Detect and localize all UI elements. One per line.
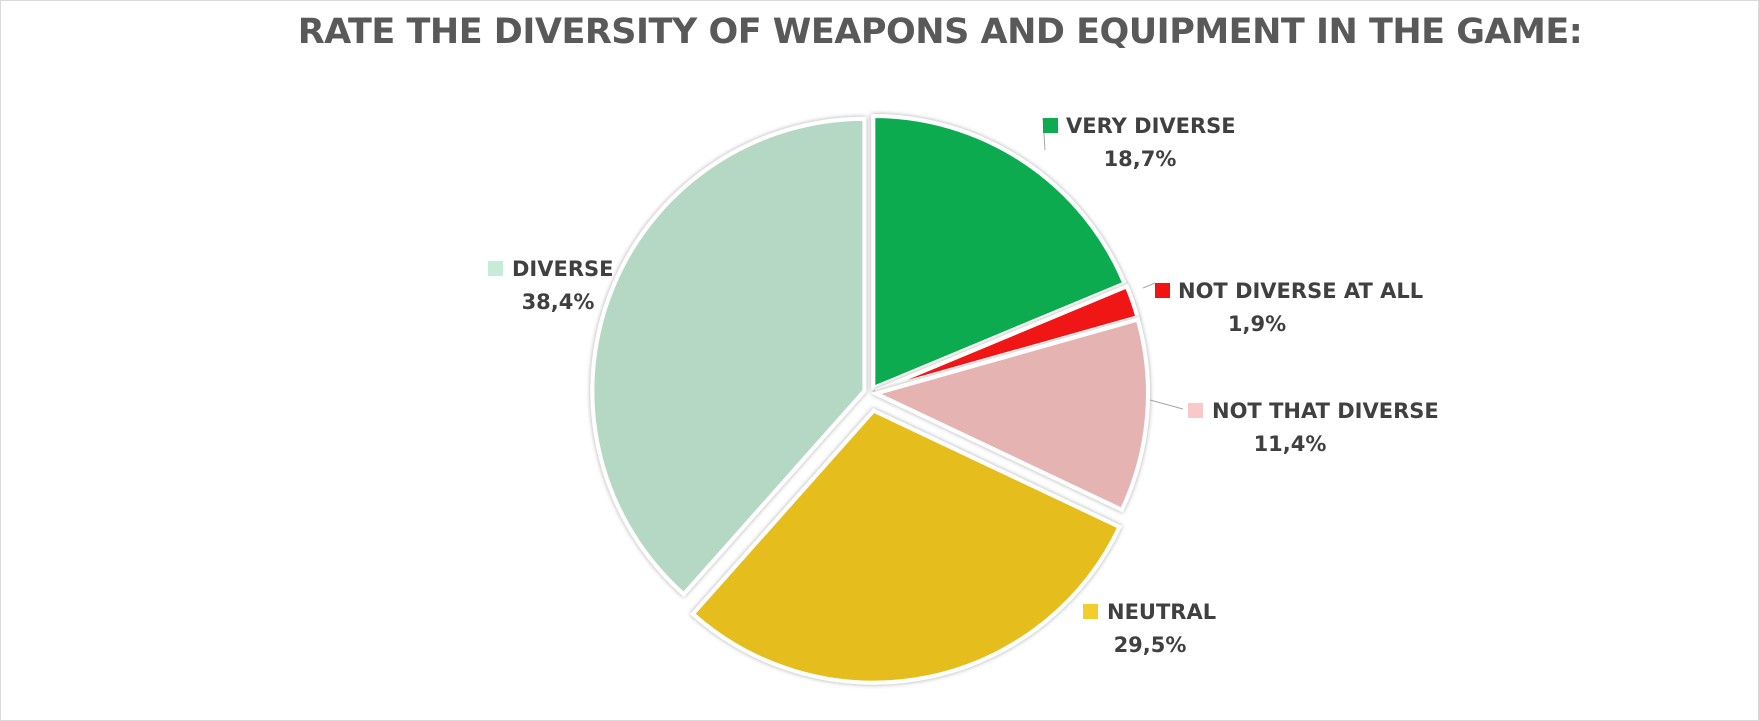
legend-swatch [1155,283,1170,298]
data-label-name: VERY DIVERSE [1066,114,1236,138]
legend-swatch [1188,403,1203,418]
pie-slice-diverse [590,116,867,598]
pie-slice-neutral [690,408,1123,685]
pie-slice-not-that-diverse [870,317,1150,513]
data-label-name: NEUTRAL [1107,600,1216,624]
data-label-name: NOT THAT DIVERSE [1212,399,1439,423]
pie-slice-not-diverse-at-all [874,283,1140,393]
legend-swatch [1043,118,1058,133]
leader-line [1142,282,1156,289]
pie-slice-very-diverse [871,114,1128,392]
data-label-value: 18,7% [1104,147,1177,171]
data-label-value: 1,9% [1228,312,1286,336]
data-label-value: 38,4% [522,290,595,314]
data-label-name: NOT DIVERSE AT ALL [1178,279,1423,303]
legend-swatch [1083,604,1098,619]
data-label-value: 11,4% [1254,432,1327,456]
chart-title: RATE THE DIVERSITY OF WEAPONS AND EQUIPM… [297,12,1583,52]
leader-line [1149,399,1184,410]
data-label-name: DIVERSE [512,257,613,281]
legend-swatch [488,261,503,276]
data-label-value: 29,5% [1114,633,1187,657]
